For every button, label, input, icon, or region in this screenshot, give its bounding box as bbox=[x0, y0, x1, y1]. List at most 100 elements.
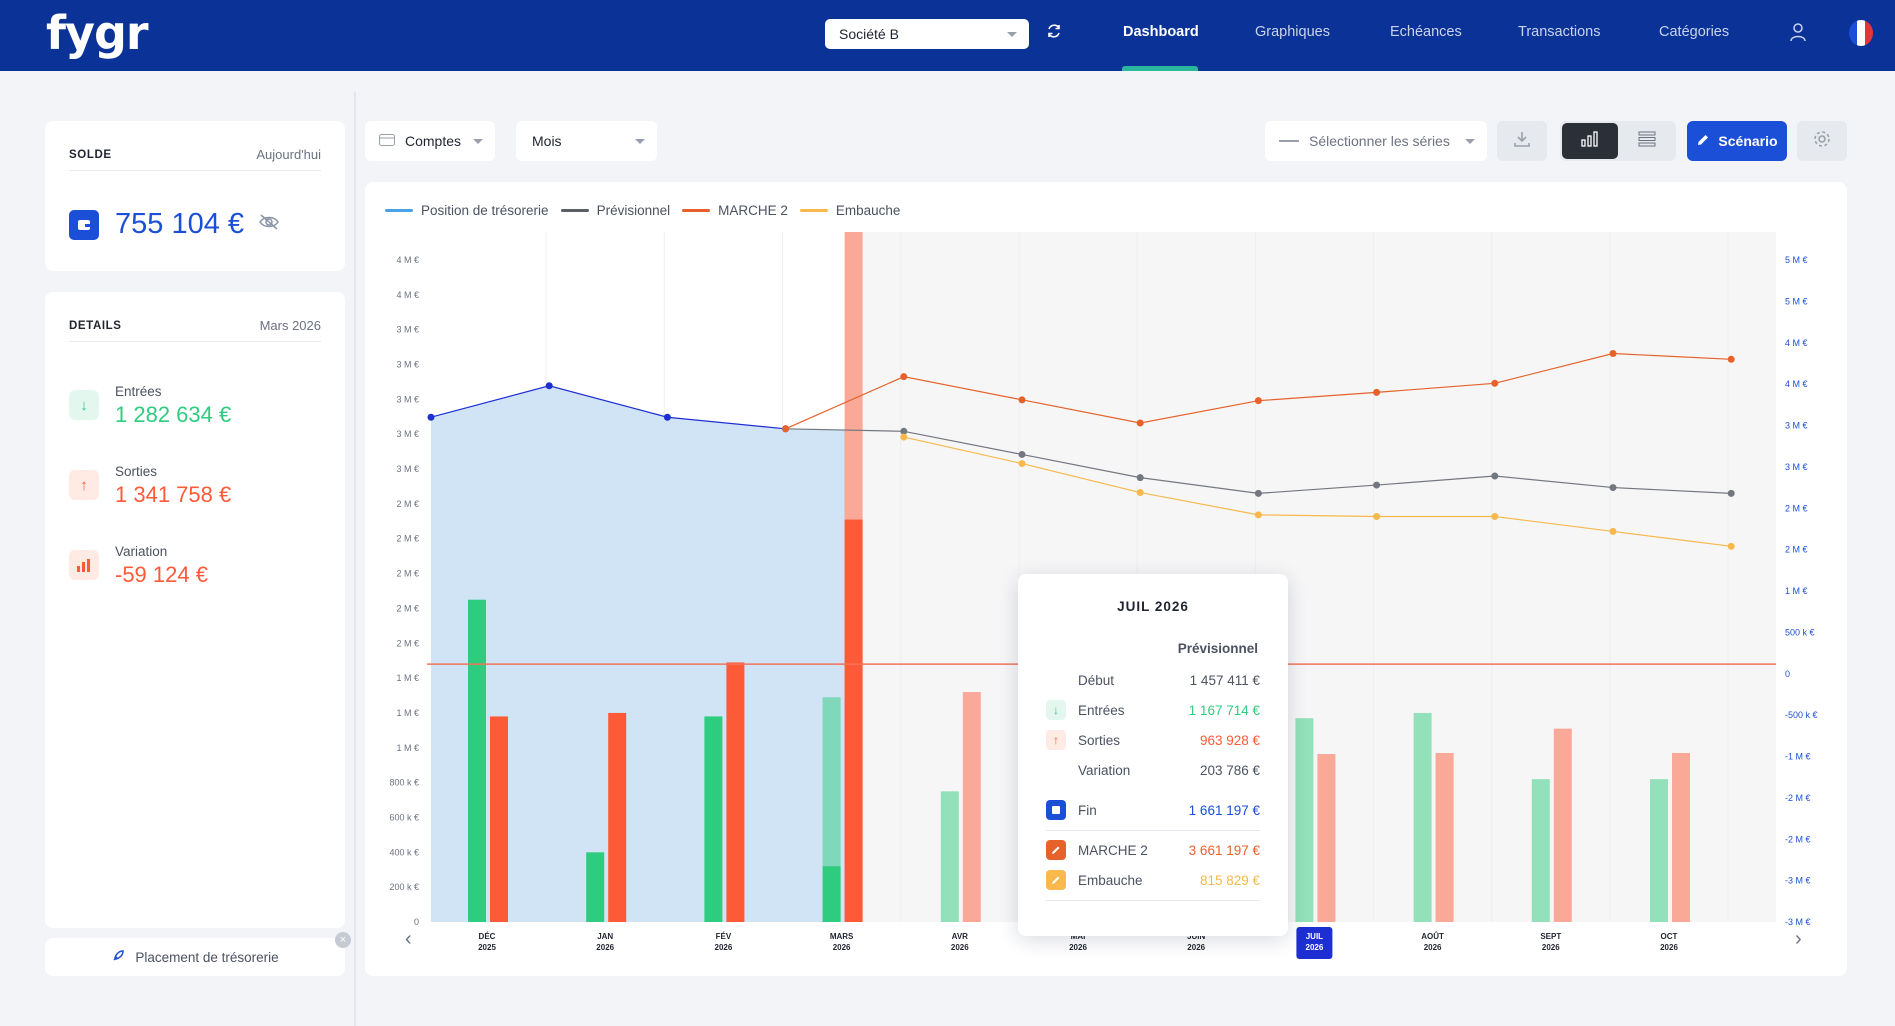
tooltip-row-fin: Fin 1 661 197 € bbox=[1046, 800, 1260, 820]
series-select-label: Sélectionner les séries bbox=[1309, 133, 1450, 149]
tooltip-label: Fin bbox=[1078, 802, 1097, 818]
month-label: JUIL bbox=[1306, 932, 1323, 941]
tresorerie-point bbox=[427, 413, 435, 421]
legend-swatch bbox=[799, 209, 828, 212]
month-year: 2026 bbox=[715, 943, 733, 952]
left-axis-tick: 600 k € bbox=[389, 812, 419, 822]
period-dropdown[interactable]: Mois bbox=[516, 121, 657, 161]
metric-entrees: ↓ Entrées 1 282 634 € bbox=[69, 384, 231, 428]
month-year: 2026 bbox=[833, 943, 851, 952]
left-axis-tick: 2 M € bbox=[396, 569, 419, 579]
month-label: JUIN bbox=[1187, 932, 1205, 941]
previsionnel-point bbox=[1373, 481, 1381, 489]
right-axis-tick: 1 M € bbox=[1785, 586, 1808, 596]
scenario-button[interactable]: Scénario bbox=[1687, 121, 1787, 161]
details-header: DETAILS Mars 2026 bbox=[69, 292, 321, 342]
tooltip-row-embauche: Embauche 815 829 € bbox=[1046, 870, 1260, 890]
right-axis-tick: 4 M € bbox=[1785, 338, 1808, 348]
company-select[interactable]: Société B bbox=[825, 19, 1029, 49]
refresh-icon[interactable] bbox=[1046, 23, 1066, 43]
tooltip-row-sorties: ↑ Sorties 963 928 € bbox=[1046, 730, 1260, 750]
right-axis-tick: 3 M € bbox=[1785, 462, 1808, 472]
chevron-left-icon[interactable]: ‹ bbox=[405, 928, 412, 950]
balance-row: 755 104 € bbox=[69, 208, 280, 241]
scenario-label: Scénario bbox=[1718, 133, 1778, 149]
month-label: MAI bbox=[1071, 932, 1086, 941]
month-label: JAN bbox=[597, 932, 613, 941]
french-flag-icon[interactable] bbox=[1849, 20, 1873, 46]
tooltip-divider bbox=[1046, 900, 1260, 901]
left-axis-tick: 3 M € bbox=[396, 429, 419, 439]
tooltip-value: 1 661 197 € bbox=[1188, 802, 1260, 818]
right-axis-tick: 2 M € bbox=[1785, 503, 1808, 513]
spacer bbox=[1046, 760, 1066, 780]
chevron-right-icon[interactable]: › bbox=[1795, 928, 1802, 950]
spacer bbox=[1046, 670, 1066, 690]
tresorerie-point bbox=[545, 382, 553, 390]
legend-item-marche-2[interactable]: MARCHE 2 bbox=[682, 203, 788, 218]
download-button[interactable] bbox=[1497, 121, 1547, 161]
tresorerie-line bbox=[430, 385, 786, 430]
left-axis-tick: 800 k € bbox=[389, 778, 419, 788]
marche-2-point bbox=[1373, 388, 1381, 396]
nav-dashboard[interactable]: Dashboard bbox=[1123, 24, 1199, 40]
details-card: DETAILS Mars 2026 ↓ Entrées 1 282 634 € … bbox=[45, 292, 345, 928]
legend-item-embauche[interactable]: Embauche bbox=[799, 203, 900, 218]
chevron-down-icon bbox=[1007, 32, 1017, 37]
hide-balance-icon[interactable] bbox=[258, 214, 280, 235]
tooltip-title: JUIL 2026 bbox=[1117, 599, 1189, 614]
placement-tresorerie-button[interactable]: Placement de trésorerie × bbox=[45, 932, 351, 976]
embauche-point bbox=[1018, 460, 1026, 468]
comptes-dropdown[interactable]: Comptes bbox=[365, 121, 495, 161]
solde-title: SOLDE bbox=[69, 148, 112, 161]
nav-echeances[interactable]: Echéances bbox=[1390, 24, 1462, 40]
marche-2-point bbox=[1018, 396, 1026, 404]
tooltip-label: Embauche bbox=[1078, 872, 1143, 888]
marche-2-point bbox=[1254, 397, 1262, 405]
variation-value: -59 124 € bbox=[115, 562, 208, 587]
marche-2-point bbox=[1727, 355, 1735, 363]
bar-sorties bbox=[726, 662, 745, 922]
series-select[interactable]: Sélectionner les séries bbox=[1265, 121, 1487, 161]
bar-sorties bbox=[844, 519, 863, 922]
right-axis-tick: 500 k € bbox=[1785, 627, 1815, 637]
embauche-point bbox=[1254, 511, 1262, 519]
pencil-icon bbox=[1046, 870, 1066, 890]
comptes-label: Comptes bbox=[405, 133, 462, 149]
legend-item-tresorerie[interactable]: Position de trésorerie bbox=[385, 203, 549, 218]
list-icon bbox=[1638, 131, 1656, 152]
right-axis-tick: -3 M € bbox=[1785, 917, 1811, 927]
app-logo[interactable]: fygr bbox=[46, 6, 149, 60]
settings-button[interactable] bbox=[1797, 121, 1847, 161]
wallet-icon bbox=[1046, 800, 1066, 820]
arrow-down-icon: ↓ bbox=[69, 390, 99, 420]
tooltip-divider bbox=[1046, 830, 1260, 831]
chart-view-button[interactable] bbox=[1562, 123, 1618, 159]
nav-categories[interactable]: Catégories bbox=[1659, 24, 1730, 40]
legend-item-previsionnel[interactable]: Prévisionnel bbox=[560, 203, 670, 218]
nav-graphiques[interactable]: Graphiques bbox=[1255, 24, 1330, 40]
pencil-icon bbox=[1696, 133, 1718, 150]
user-icon[interactable] bbox=[1789, 22, 1807, 47]
solde-header: SOLDE Aujourd'hui bbox=[69, 121, 321, 171]
bar-sorties-forecast bbox=[1435, 753, 1454, 922]
chart-view-icon bbox=[1581, 130, 1599, 152]
bar-entrees-forecast bbox=[822, 697, 841, 922]
bar-sorties bbox=[490, 716, 508, 922]
left-axis-tick: 1 M € bbox=[396, 708, 419, 718]
month-label: OCT bbox=[1661, 932, 1678, 941]
right-axis-tick: 3 M € bbox=[1785, 421, 1808, 431]
left-axis-tick: 3 M € bbox=[396, 394, 419, 404]
month-label: AOÛT bbox=[1421, 932, 1444, 941]
right-axis-tick: 2 M € bbox=[1785, 545, 1808, 555]
close-icon[interactable]: × bbox=[335, 932, 351, 948]
sorties-value: 1 341 758 € bbox=[115, 482, 232, 507]
embauche-point bbox=[1727, 542, 1735, 550]
month-label: DÉC bbox=[479, 932, 496, 941]
tooltip-row-entrees: ↓ Entrées 1 167 714 € bbox=[1046, 700, 1260, 720]
legend-label: Position de trésorerie bbox=[421, 203, 549, 218]
nav-transactions[interactable]: Transactions bbox=[1518, 24, 1601, 40]
previsionnel-point bbox=[1254, 489, 1262, 497]
table-view-button[interactable] bbox=[1620, 123, 1674, 159]
